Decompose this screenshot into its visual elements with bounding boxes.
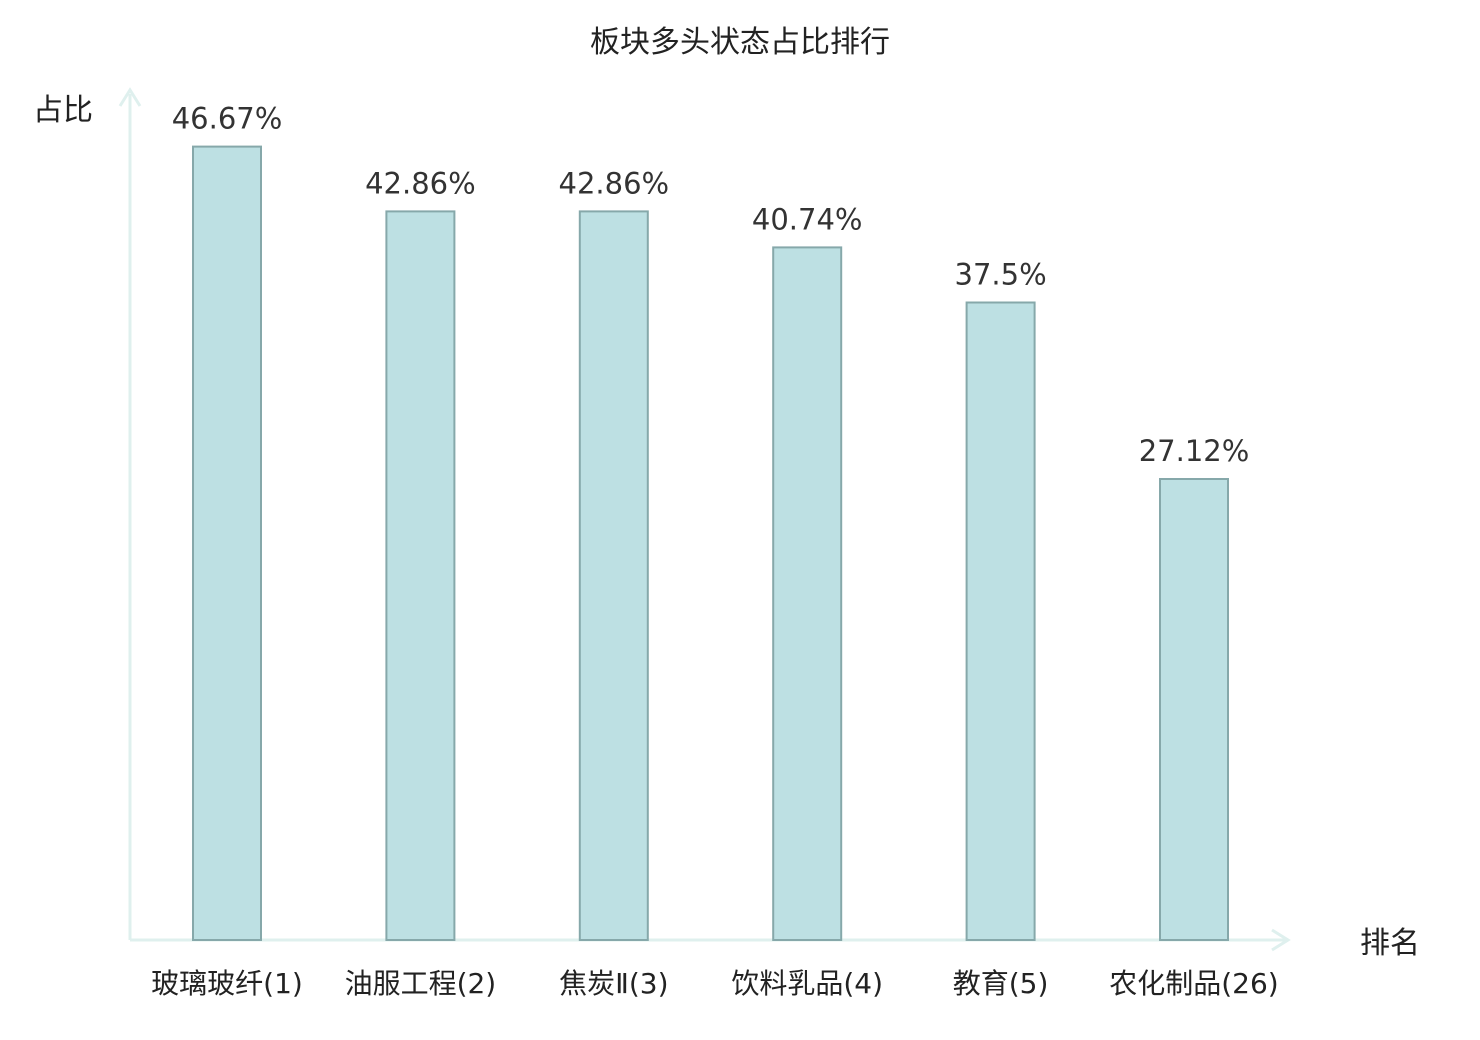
- bar: [1159, 478, 1229, 941]
- bar: [578, 210, 649, 941]
- category-tick-label: 油服工程(2): [345, 967, 497, 1000]
- bar-value-label: 40.74%: [752, 202, 863, 236]
- bar-value-label: 42.86%: [559, 166, 670, 200]
- bar: [192, 145, 262, 942]
- bar: [385, 210, 456, 941]
- bar-value-label: 46.67%: [172, 102, 283, 136]
- chart-title: 板块多头状态占比排行: [590, 25, 890, 60]
- value-labels-layer: 46.67% 42.86% 42.86% 40.74% 37.5% 27.12%: [172, 102, 1250, 468]
- x-axis-label: 排名: [1360, 926, 1420, 961]
- category-labels-layer: 玻璃玻纤(1) 油服工程(2) 焦炭Ⅱ(3) 饮料乳品(4) 教育(5) 农化制品(26): [151, 967, 1279, 1000]
- bar: [772, 246, 843, 941]
- bars-layer: [192, 145, 1229, 942]
- category-tick-label: 饮料乳品(4): [731, 967, 883, 1000]
- category-tick-label: 玻璃玻纤(1): [151, 967, 303, 1000]
- category-tick-label: 教育(5): [953, 967, 1049, 1000]
- category-tick-label: 农化制品(26): [1109, 967, 1278, 1000]
- bar-value-label: 27.12%: [1139, 434, 1250, 468]
- bar: [965, 301, 1036, 941]
- x-axis: [130, 928, 1291, 952]
- bar-value-label: 42.86%: [365, 166, 476, 200]
- bar-value-label: 37.5%: [955, 258, 1047, 292]
- y-axis-label: 占比: [33, 93, 93, 128]
- category-tick-label: 焦炭Ⅱ(3): [559, 967, 668, 1000]
- y-axis: [118, 87, 142, 940]
